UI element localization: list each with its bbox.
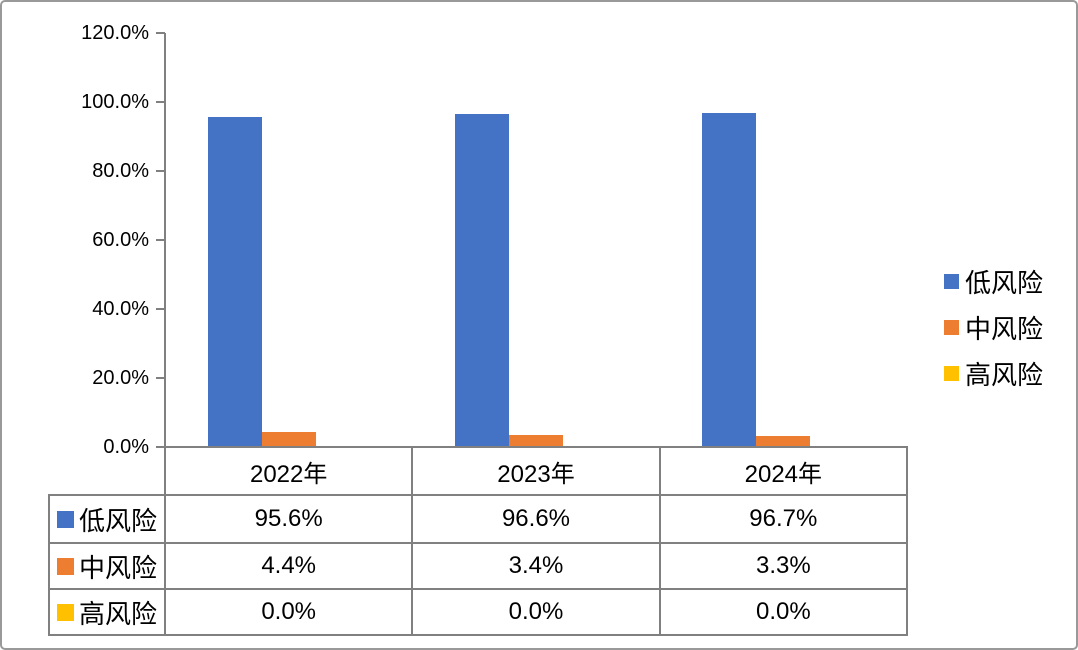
row-header-label: 中风险 xyxy=(79,552,158,583)
row-swatch-high-risk xyxy=(57,603,74,621)
value-cell-low-risk-2024: 96.7% xyxy=(749,505,818,532)
bar-medium-risk-2024 xyxy=(756,435,811,447)
value-cell-medium-risk-2023: 3.4% xyxy=(508,552,564,579)
table-hline xyxy=(48,494,908,496)
y-axis-tick-label: 60.0% xyxy=(92,229,149,251)
legend-label: 中风险 xyxy=(965,313,1044,344)
y-axis-tick-mark xyxy=(156,101,165,103)
value-cell-medium-risk-2022: 4.4% xyxy=(261,552,317,579)
row-header-label: 低风险 xyxy=(79,505,158,536)
row-header-label: 高风险 xyxy=(79,598,158,629)
row-header-low-risk: 低风险 xyxy=(49,495,165,543)
table-vline xyxy=(658,446,661,636)
y-axis-tick-mark xyxy=(156,170,165,172)
bar-low-risk-2022 xyxy=(207,117,262,447)
y-axis-tick-mark xyxy=(156,308,165,310)
table-hline xyxy=(48,542,908,544)
legend-label: 低风险 xyxy=(965,267,1044,298)
legend-entry-medium-risk: 中风险 xyxy=(944,304,1076,350)
value-cell-low-risk-2022: 95.6% xyxy=(254,505,323,532)
table-hline xyxy=(48,588,908,590)
value-cell-low-risk-2023: 96.6% xyxy=(501,505,571,532)
table-vline xyxy=(411,446,414,636)
y-axis-tick-label: 0.0% xyxy=(103,436,149,458)
table-hline xyxy=(48,634,908,636)
legend-swatch-high-risk xyxy=(944,365,959,381)
bar-low-risk-2023 xyxy=(455,113,509,447)
value-cell-high-risk-2024: 0.0% xyxy=(755,598,811,625)
row-header-high-risk: 高风险 xyxy=(49,589,165,635)
value-cell-high-risk-2023: 0.0% xyxy=(508,598,564,625)
table-vline xyxy=(164,446,166,636)
legend-label: 高风险 xyxy=(965,359,1044,390)
y-axis-tick-label: 80.0% xyxy=(92,160,149,182)
category-header-cell: 2023年 xyxy=(497,460,575,488)
category-header-cell: 2022年 xyxy=(249,460,328,488)
y-axis-tick-mark xyxy=(156,32,165,34)
y-axis-tick-label: 100.0% xyxy=(81,91,149,113)
legend-box: 低风险 中风险 高风险 xyxy=(944,258,1076,396)
value-cell-high-risk-2022: 0.0% xyxy=(261,598,317,625)
row-header-medium-risk: 中风险 xyxy=(49,543,165,589)
legend-swatch-medium-risk xyxy=(944,319,959,335)
y-axis-tick-mark xyxy=(156,446,165,448)
legend-entry-low-risk: 低风险 xyxy=(944,258,1076,304)
table-hline xyxy=(164,446,908,448)
legend-entry-high-risk: 高风险 xyxy=(944,350,1076,396)
y-axis-tick-label: 20.0% xyxy=(92,367,149,389)
bar-low-risk-2024 xyxy=(702,113,757,447)
y-axis-line xyxy=(164,33,166,447)
table-vline xyxy=(906,446,908,636)
legend-swatch-low-risk xyxy=(944,273,959,289)
row-swatch-low-risk xyxy=(57,510,74,528)
y-axis-tick-mark xyxy=(156,377,165,379)
y-axis-tick-mark xyxy=(156,239,165,241)
category-header-cell: 2024年 xyxy=(744,460,823,488)
bar-medium-risk-2022 xyxy=(261,431,316,447)
table-vline xyxy=(48,494,50,636)
y-axis-tick-label: 40.0% xyxy=(92,298,149,320)
bar-medium-risk-2023 xyxy=(509,435,563,447)
value-cell-medium-risk-2024: 3.3% xyxy=(755,552,811,579)
row-swatch-medium-risk xyxy=(57,557,74,575)
y-axis-tick-label: 120.0% xyxy=(81,22,149,44)
